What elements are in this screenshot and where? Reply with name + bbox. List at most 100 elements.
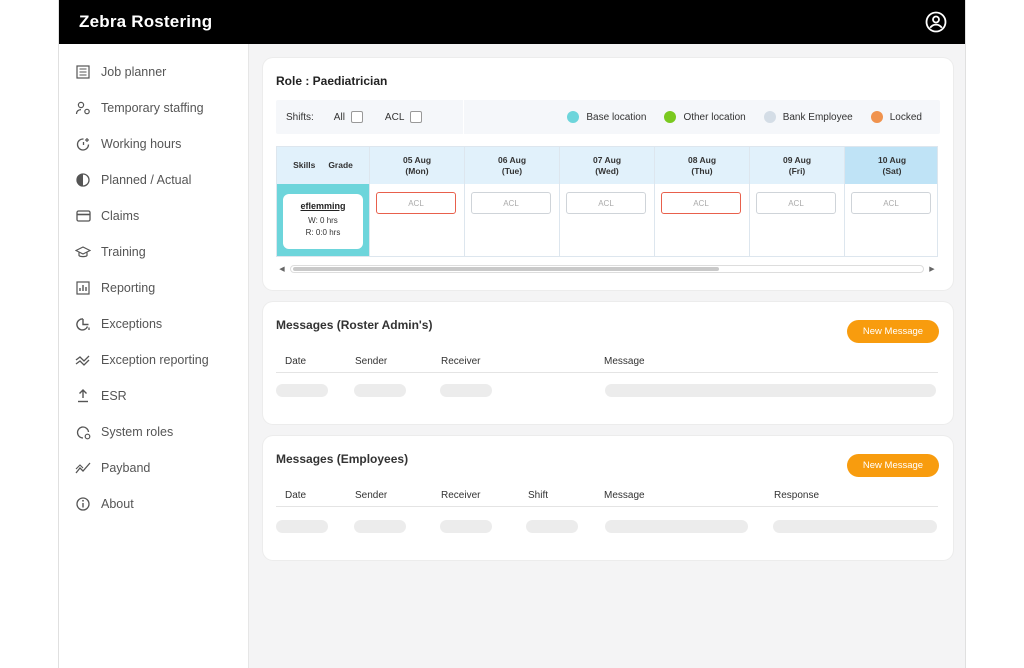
column-header: Sender bbox=[355, 356, 388, 367]
esr-icon bbox=[75, 388, 91, 404]
sidebar-item-planned-actual[interactable]: Planned / Actual bbox=[59, 162, 248, 198]
loading-placeholder bbox=[605, 384, 936, 397]
sidebar-item-working-hours[interactable]: Working hours bbox=[59, 126, 248, 162]
planned-actual-icon bbox=[75, 172, 91, 188]
shift-cell[interactable]: ACL bbox=[566, 192, 646, 214]
legend: Base location Other location Bank Employ… bbox=[549, 111, 940, 123]
filter-all-checkbox[interactable] bbox=[350, 111, 363, 123]
shift-filters: Shifts: All ACL bbox=[276, 100, 464, 134]
loading-placeholder bbox=[276, 520, 328, 533]
day-header: 10 Aug (Sat) bbox=[845, 147, 937, 184]
sidebar: Job planner Temporary staffing Working h… bbox=[59, 44, 249, 668]
sidebar-item-claims[interactable]: Claims bbox=[59, 198, 248, 234]
day-date: 07 Aug bbox=[592, 154, 622, 165]
shift-cell[interactable]: ACL bbox=[756, 192, 836, 214]
sidebar-item-label: Planned / Actual bbox=[101, 173, 192, 187]
day-name: (Thu) bbox=[691, 165, 713, 176]
sidebar-item-label: Temporary staffing bbox=[101, 101, 204, 115]
rostered-hours: R: 0:0 hrs bbox=[305, 227, 341, 237]
new-message-button[interactable]: New Message bbox=[847, 320, 939, 343]
sidebar-item-label: Claims bbox=[101, 209, 140, 223]
day-header: 07 Aug (Wed) bbox=[560, 147, 654, 184]
sidebar-item-reporting[interactable]: Reporting bbox=[59, 270, 248, 306]
sidebar-item-label: Working hours bbox=[101, 137, 182, 151]
sidebar-item-exception-reporting[interactable]: Exception reporting bbox=[59, 342, 248, 378]
column-header: Message bbox=[604, 490, 645, 501]
working-hours-icon bbox=[75, 136, 91, 152]
day-header: 09 Aug (Fri) bbox=[750, 147, 844, 184]
scroll-right-icon[interactable]: ▶ bbox=[929, 266, 935, 273]
bank-employee-dot bbox=[763, 111, 776, 123]
legend-item-locked: Locked bbox=[870, 111, 922, 123]
day-name: (Sat) bbox=[882, 165, 902, 176]
shifts-label: Shifts: bbox=[286, 111, 314, 123]
top-bar: Zebra Rostering bbox=[59, 0, 965, 44]
sidebar-item-esr[interactable]: ESR bbox=[59, 378, 248, 414]
horizontal-scrollbar[interactable]: ◀ ▶ bbox=[276, 265, 938, 273]
employee-name-link[interactable]: eflemming bbox=[300, 200, 346, 211]
scroll-thumb[interactable] bbox=[293, 267, 719, 271]
messages-employees-table-header: Date Sender Receiver Shift Message Respo… bbox=[276, 488, 938, 507]
day-column: 06 Aug (Tue) ACL bbox=[465, 147, 560, 256]
day-column: 09 Aug (Fri) ACL bbox=[750, 147, 845, 256]
about-icon bbox=[75, 496, 91, 512]
shift-cell[interactable]: ACL bbox=[661, 192, 741, 214]
messages-admin-title: Messages (Roster Admin's) bbox=[276, 318, 433, 332]
employee-cell: eflemming W: 0 hrs R: 0:0 hrs bbox=[277, 184, 369, 256]
shift-cell[interactable]: ACL bbox=[851, 192, 931, 214]
messages-admin-card: Messages (Roster Admin's) New Message Da… bbox=[263, 302, 953, 424]
sidebar-item-label: Job planner bbox=[101, 65, 167, 79]
loading-placeholder bbox=[773, 520, 937, 533]
employee-column: Skills Grade eflemming W: 0 hrs R: 0:0 h… bbox=[277, 147, 370, 256]
sidebar-item-temporary-staffing[interactable]: Temporary staffing bbox=[59, 90, 248, 126]
new-message-button[interactable]: New Message bbox=[847, 454, 939, 477]
column-header: Date bbox=[285, 490, 307, 501]
skills-grade-header: Skills Grade bbox=[277, 147, 369, 184]
legend-item-base-location: Base location bbox=[567, 111, 646, 123]
shift-cell[interactable]: ACL bbox=[376, 192, 456, 214]
sidebar-item-exceptions[interactable]: Exceptions bbox=[59, 306, 248, 342]
day-name: (Mon) bbox=[405, 165, 429, 176]
filter-all-label: All bbox=[333, 111, 345, 123]
scroll-left-icon[interactable]: ◀ bbox=[279, 266, 285, 273]
loading-placeholder bbox=[605, 520, 748, 533]
filter-bar: Shifts: All ACL Base location Other loca… bbox=[276, 100, 940, 134]
filter-acl-checkbox[interactable] bbox=[410, 111, 423, 123]
day-date: 06 Aug bbox=[497, 154, 527, 165]
grade-header: Grade bbox=[328, 160, 353, 170]
day-date: 05 Aug bbox=[402, 154, 432, 165]
app-title: Zebra Rostering bbox=[79, 12, 213, 31]
legend-label: Locked bbox=[889, 111, 922, 123]
sidebar-item-label: Payband bbox=[101, 461, 151, 475]
job-planner-icon bbox=[75, 64, 91, 80]
sidebar-item-training[interactable]: Training bbox=[59, 234, 248, 270]
filter-acl-label: ACL bbox=[384, 111, 405, 123]
exception-reporting-icon bbox=[75, 352, 91, 368]
employee-card[interactable]: eflemming W: 0 hrs R: 0:0 hrs bbox=[283, 193, 363, 249]
messages-admin-table-header: Date Sender Receiver Message bbox=[276, 354, 938, 373]
locked-dot bbox=[870, 111, 883, 123]
sidebar-item-job-planner[interactable]: Job planner bbox=[59, 54, 248, 90]
scroll-track[interactable] bbox=[290, 265, 924, 273]
other-location-dot bbox=[664, 111, 677, 123]
day-column: 10 Aug (Sat) ACL bbox=[845, 147, 937, 256]
claims-icon bbox=[75, 208, 91, 224]
app-frame: Zebra Rostering Job planner Temporary st… bbox=[58, 0, 966, 668]
sidebar-item-system-roles[interactable]: System roles bbox=[59, 414, 248, 450]
sidebar-item-label: Exceptions bbox=[101, 317, 163, 331]
sidebar-item-about[interactable]: About bbox=[59, 486, 248, 522]
legend-item-other-location: Other location bbox=[664, 111, 746, 123]
day-name: (Wed) bbox=[595, 165, 619, 176]
loading-placeholder bbox=[276, 384, 328, 397]
payband-icon bbox=[75, 460, 91, 476]
sidebar-item-payband[interactable]: Payband bbox=[59, 450, 248, 486]
legend-label: Base location bbox=[586, 111, 647, 123]
main-content: Role : Paediatrician Shifts: All ACL Bas… bbox=[249, 44, 965, 668]
column-header: Message bbox=[604, 356, 645, 367]
sidebar-item-label: ESR bbox=[101, 389, 127, 403]
shift-cell[interactable]: ACL bbox=[471, 192, 551, 214]
sidebar-item-label: System roles bbox=[101, 425, 174, 439]
column-header: Receiver bbox=[441, 490, 481, 501]
user-account-icon[interactable] bbox=[925, 11, 947, 33]
sidebar-item-label: Exception reporting bbox=[101, 353, 209, 367]
